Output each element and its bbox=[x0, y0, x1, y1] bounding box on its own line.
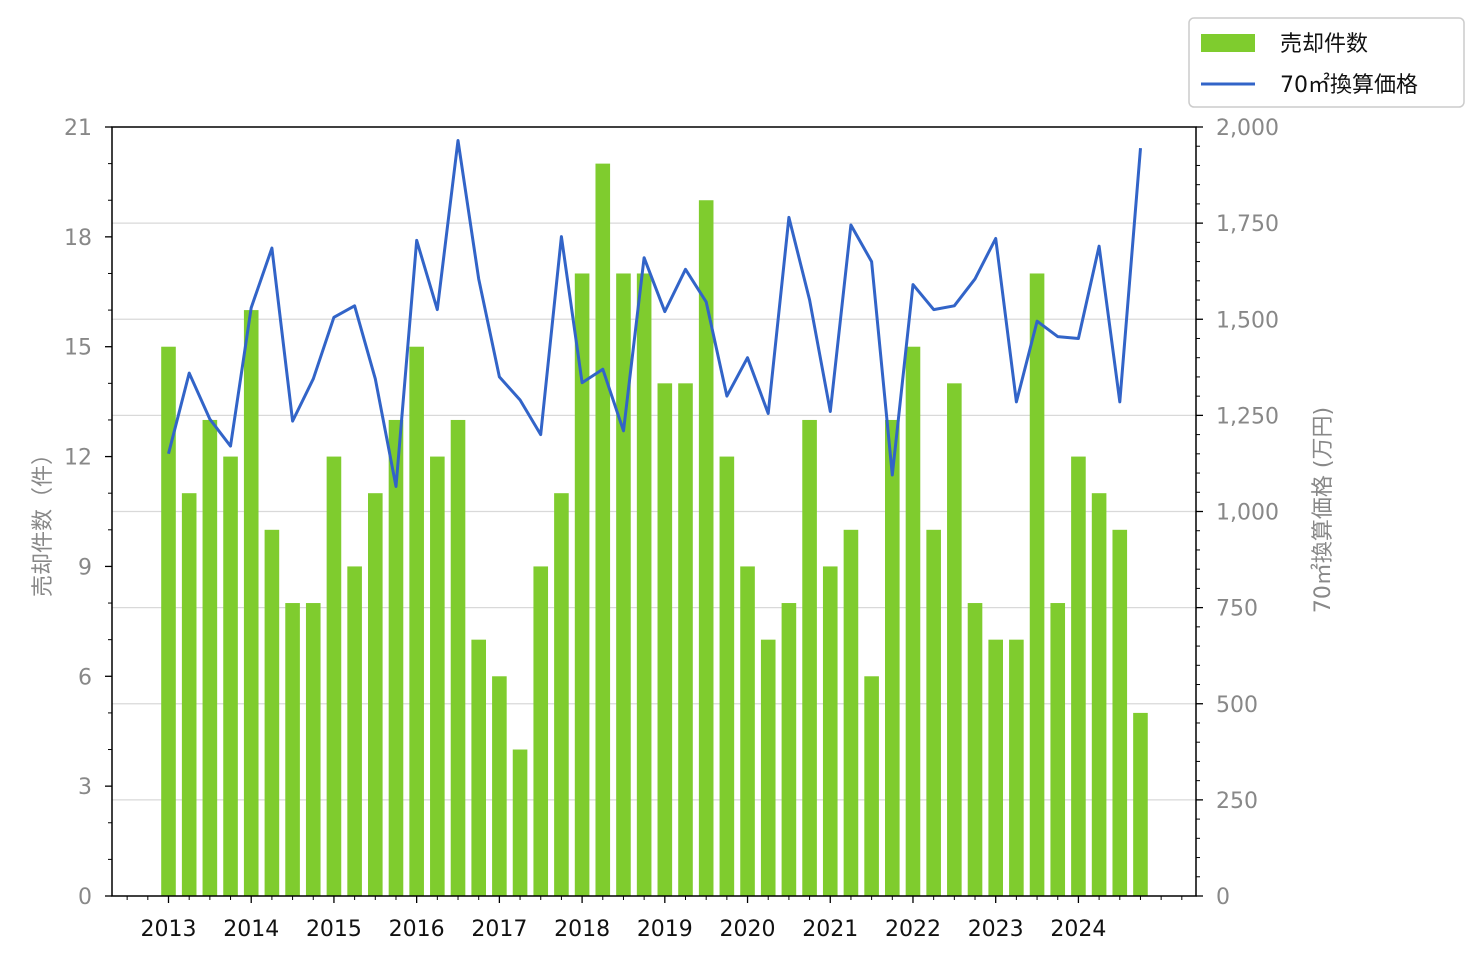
right-tick-label: 250 bbox=[1216, 789, 1258, 814]
bar bbox=[616, 273, 631, 896]
price-line bbox=[167, 139, 1142, 488]
bar bbox=[243, 310, 259, 897]
bar bbox=[843, 529, 859, 896]
bar bbox=[657, 383, 673, 896]
line-series bbox=[167, 139, 1142, 488]
bar bbox=[864, 676, 879, 896]
x-tick-label: 2021 bbox=[802, 917, 858, 942]
bar bbox=[264, 529, 280, 896]
bar bbox=[326, 456, 342, 896]
right-axis-title: 70㎡換算価格 (万円) bbox=[1310, 407, 1336, 613]
left-tick-label: 12 bbox=[64, 446, 92, 471]
bar bbox=[1112, 529, 1128, 896]
bar bbox=[285, 603, 300, 896]
bar bbox=[1029, 273, 1045, 896]
bar bbox=[409, 346, 424, 896]
bar bbox=[719, 456, 735, 896]
bar bbox=[161, 346, 176, 896]
bar bbox=[1091, 493, 1107, 896]
left-tick-label: 9 bbox=[78, 555, 92, 580]
legend-bar-swatch bbox=[1201, 34, 1255, 52]
right-tick-label: 500 bbox=[1216, 693, 1258, 718]
bar bbox=[802, 419, 817, 896]
x-tick-label: 2018 bbox=[554, 917, 610, 942]
right-tick-label: 0 bbox=[1216, 885, 1230, 910]
bar bbox=[781, 603, 797, 896]
right-tick-label: 2,000 bbox=[1216, 116, 1279, 141]
left-tick-label: 0 bbox=[78, 885, 92, 910]
bar bbox=[533, 566, 549, 896]
bar bbox=[305, 603, 321, 896]
bar bbox=[1050, 603, 1066, 896]
bar bbox=[368, 493, 383, 896]
right-tick-label: 1,500 bbox=[1216, 308, 1279, 333]
right-tick-label: 750 bbox=[1216, 597, 1258, 622]
left-tick-label: 15 bbox=[64, 336, 92, 361]
bar bbox=[430, 456, 445, 896]
bar bbox=[223, 456, 238, 896]
x-tick-label: 2013 bbox=[141, 917, 197, 942]
bar bbox=[388, 419, 404, 896]
left-tick-label: 3 bbox=[78, 775, 92, 800]
bar bbox=[471, 639, 486, 896]
left-tick-label: 18 bbox=[64, 226, 92, 251]
bar bbox=[181, 493, 197, 896]
left-axis: 0 3 6 9 12 15 18 21 bbox=[64, 116, 112, 910]
bar bbox=[347, 566, 362, 896]
left-tick-label: 21 bbox=[64, 116, 92, 141]
bar bbox=[885, 419, 900, 896]
bar bbox=[595, 163, 611, 897]
x-tick-label: 2015 bbox=[306, 917, 362, 942]
bar bbox=[1133, 712, 1148, 896]
legend-bar-label: 売却件数 bbox=[1280, 32, 1368, 57]
right-tick-label: 1,250 bbox=[1216, 404, 1279, 429]
x-tick-label: 2023 bbox=[968, 917, 1024, 942]
left-axis-title: 売却件数（件） bbox=[31, 443, 56, 597]
x-tick-label: 2016 bbox=[389, 917, 445, 942]
x-tick-label: 2024 bbox=[1050, 917, 1106, 942]
x-tick-label: 2014 bbox=[223, 917, 279, 942]
legend: 売却件数 70㎡換算価格 bbox=[1188, 17, 1465, 108]
bar bbox=[698, 200, 714, 896]
bar-series bbox=[161, 163, 1148, 897]
bar bbox=[636, 273, 652, 896]
bar bbox=[988, 639, 1003, 896]
legend-line-label: 70㎡換算価格 bbox=[1280, 72, 1418, 98]
bar bbox=[905, 346, 921, 896]
bar bbox=[760, 639, 776, 896]
bar bbox=[967, 603, 983, 896]
bar bbox=[678, 383, 693, 896]
bar bbox=[512, 749, 528, 896]
bar bbox=[926, 529, 941, 896]
bar bbox=[1071, 456, 1086, 896]
x-axis: 2013 2014 2015 2016 2017 2018 2019 2020 2021 2022… bbox=[126, 896, 1183, 942]
bar bbox=[947, 383, 962, 896]
right-tick-label: 1,000 bbox=[1216, 501, 1279, 526]
bar bbox=[822, 566, 838, 896]
bar bbox=[740, 566, 755, 896]
bar bbox=[492, 676, 507, 896]
left-tick-label: 6 bbox=[78, 665, 92, 690]
bar bbox=[202, 419, 218, 896]
x-tick-label: 2019 bbox=[637, 917, 693, 942]
bar bbox=[574, 273, 590, 896]
bar bbox=[554, 493, 569, 896]
legend-box bbox=[1188, 17, 1465, 108]
x-tick-label: 2022 bbox=[885, 917, 941, 942]
x-tick-label: 2017 bbox=[471, 917, 527, 942]
right-tick-label: 1,750 bbox=[1216, 212, 1279, 237]
right-axis: 0 250 500 750 1,000 1,250 1,500 1,750 2,000 bbox=[1196, 116, 1279, 910]
bar bbox=[1009, 639, 1024, 896]
x-tick-label: 2020 bbox=[720, 917, 776, 942]
bar bbox=[450, 419, 466, 896]
